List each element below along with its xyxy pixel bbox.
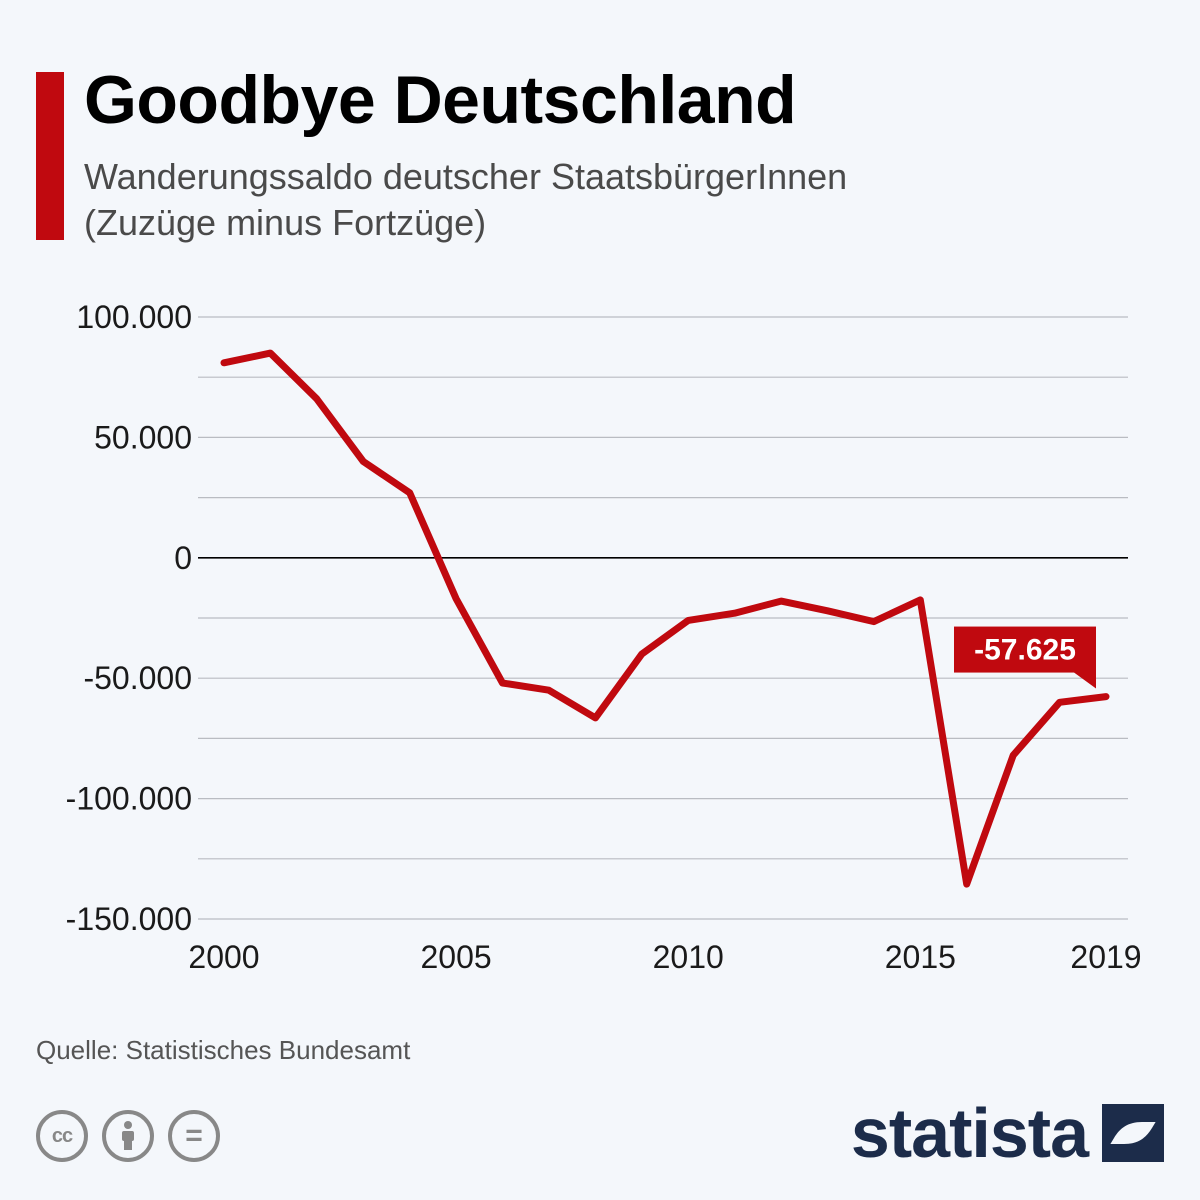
y-tick-label: 100.000: [76, 299, 192, 335]
x-tick-label: 2015: [885, 939, 956, 975]
data-point: [453, 595, 460, 602]
data-point: [313, 395, 320, 402]
x-tick-label: 2005: [421, 939, 492, 975]
data-point: [824, 607, 831, 614]
data-point: [499, 680, 506, 687]
x-tick-label: 2000: [188, 939, 259, 975]
data-point: [221, 359, 228, 366]
y-tick-label: 50.000: [94, 419, 192, 455]
x-tick-label: 2019: [1070, 939, 1141, 975]
data-point: [685, 617, 692, 624]
callout-label: -57.625: [974, 634, 1076, 667]
data-point: [360, 458, 367, 465]
data-point: [638, 651, 645, 658]
y-tick-label: 0: [174, 540, 192, 576]
data-point: [778, 598, 785, 605]
y-tick-label: -150.000: [66, 901, 192, 937]
callout-box: [954, 626, 1096, 673]
data-point: [545, 687, 552, 694]
cc-icon[interactable]: cc: [36, 1110, 88, 1162]
data-point: [1103, 693, 1110, 700]
brand-wordmark: statista: [850, 1094, 1089, 1172]
callout-pointer: [1074, 672, 1096, 689]
person-glyph: [122, 1121, 134, 1150]
data-point: [963, 881, 970, 888]
attribution-icon[interactable]: [102, 1110, 154, 1162]
license-icons: cc =: [36, 1110, 220, 1162]
subtitle-line-2: (Zuzüge minus Fortzüge): [84, 202, 487, 243]
source-note: Quelle: Statistisches Bundesamt: [36, 1035, 411, 1065]
data-point: [267, 350, 274, 357]
subtitle-line-1: Wanderungssaldo deutscher StaatsbürgerIn…: [84, 156, 848, 197]
accent-bar: [36, 72, 64, 240]
data-point: [917, 596, 924, 603]
statista-logo-icon: [1102, 1104, 1164, 1162]
data-point: [592, 714, 599, 721]
x-tick-label: 2010: [653, 939, 724, 975]
data-point: [1010, 752, 1017, 759]
chart-subtitle: Wanderungssaldo deutscher StaatsbürgerIn…: [84, 154, 1144, 246]
data-point: [1056, 699, 1063, 706]
no-derivatives-icon[interactable]: =: [168, 1110, 220, 1162]
y-tick-label: -100.000: [66, 781, 192, 817]
data-point: [870, 618, 877, 625]
data-point: [406, 489, 413, 496]
series-line: [220, 349, 1110, 888]
data-point: [731, 610, 738, 617]
chart-title: Goodbye Deutschland: [84, 62, 797, 138]
y-tick-label: -50.000: [83, 660, 192, 696]
line-chart: 100.00050.0000-50.000-100.000-150.000200…: [66, 299, 1142, 975]
statista-logo[interactable]: statista: [851, 1098, 1164, 1168]
